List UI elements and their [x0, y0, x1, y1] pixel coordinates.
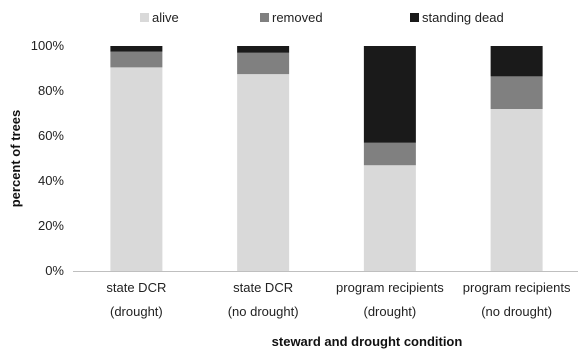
x-tick-label: (no drought) [481, 304, 552, 319]
y-tick-label: 100% [31, 38, 65, 53]
x-tick-label: (drought) [364, 304, 417, 319]
x-axis-title: steward and drought condition [272, 334, 463, 349]
bar-segment-alive [237, 74, 290, 271]
bar-segment-standing-dead [490, 46, 543, 77]
bar-segment-removed [237, 52, 290, 75]
legend-swatch [260, 13, 269, 22]
x-tick-label: (no drought) [228, 304, 299, 319]
legend-label: removed [272, 10, 323, 25]
legend-swatch [140, 13, 149, 22]
bar-segment-standing-dead [363, 46, 416, 143]
x-tick-label: state DCR [233, 280, 293, 295]
bars [110, 46, 543, 271]
bar-segment-removed [363, 142, 416, 166]
bar-segment-removed [490, 76, 543, 109]
x-tick-label: (drought) [110, 304, 163, 319]
y-axis-title: percent of trees [8, 110, 23, 208]
legend-swatch [410, 13, 419, 22]
y-tick-label: 20% [38, 218, 64, 233]
legend-label: alive [152, 10, 179, 25]
y-axis-ticks: 0% 20% 40% 60% 80% 100% [31, 38, 65, 278]
bar-segment-removed [110, 51, 163, 68]
x-tick-label: program recipients [463, 280, 571, 295]
bar-segment-alive [110, 67, 163, 271]
x-axis-ticks: state DCR (drought) state DCR (no drought) p… [106, 280, 571, 319]
bar-segment-alive [363, 165, 416, 271]
x-tick-label: state DCR [106, 280, 166, 295]
y-tick-label: 60% [38, 128, 64, 143]
y-tick-label: 0% [45, 263, 64, 278]
bar-segment-standing-dead [237, 46, 290, 53]
y-tick-label: 40% [38, 173, 64, 188]
x-tick-label: program recipients [336, 280, 444, 295]
legend: alive removed standing dead [140, 10, 504, 25]
bar-segment-standing-dead [110, 46, 163, 52]
y-tick-label: 80% [38, 83, 64, 98]
bar-segment-alive [490, 109, 543, 271]
legend-label: standing dead [422, 10, 504, 25]
